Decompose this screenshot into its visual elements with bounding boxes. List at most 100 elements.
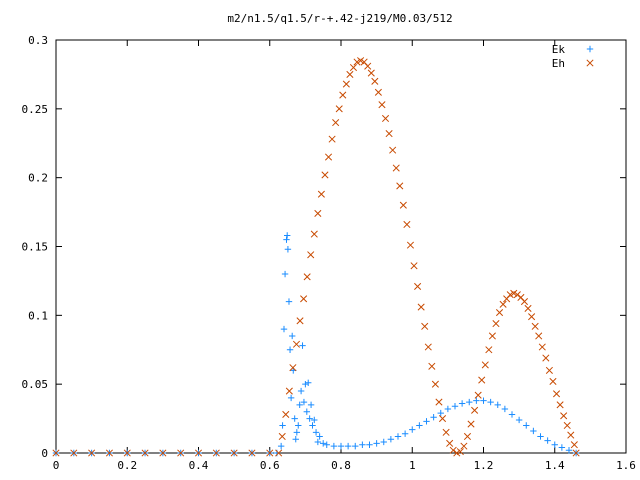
data-point: [352, 442, 359, 450]
data-point: [194, 449, 203, 457]
data-point: [552, 390, 561, 398]
data-point: [421, 322, 429, 330]
data-point: [515, 416, 523, 424]
data-point: [302, 380, 309, 388]
data-point: [335, 105, 343, 113]
data-point: [394, 433, 402, 440]
data-point: [463, 432, 472, 441]
data-point: [417, 303, 425, 311]
data-point: [316, 433, 323, 440]
data-point: [524, 304, 532, 313]
data-point: [565, 447, 573, 454]
data-point: [474, 391, 482, 399]
data-point: [266, 449, 274, 457]
data-point: [399, 201, 407, 209]
legend-marker: [586, 45, 594, 53]
data-point: [423, 418, 430, 425]
data-point: [567, 431, 575, 439]
data-point: [349, 63, 358, 72]
data-point: [284, 246, 292, 253]
data-point: [551, 441, 558, 448]
data-point: [444, 405, 452, 413]
data-point: [70, 449, 78, 457]
data-point: [558, 444, 566, 451]
series-eh: [52, 57, 580, 457]
x-tick-label: 0.6: [260, 459, 280, 472]
data-point: [456, 448, 464, 456]
data-point: [52, 449, 60, 457]
data-point: [303, 408, 310, 415]
data-point: [513, 291, 521, 299]
data-point: [344, 442, 352, 450]
y-tick-label: 0.25: [22, 103, 49, 116]
data-point: [431, 380, 439, 388]
data-point: [428, 362, 436, 370]
data-point: [359, 441, 366, 448]
data-point: [494, 401, 501, 409]
data-point: [560, 412, 568, 420]
data-point: [279, 422, 286, 429]
data-point: [499, 300, 507, 308]
data-point: [537, 433, 544, 440]
data-point: [293, 429, 301, 436]
y-tick-label: 0: [41, 447, 48, 460]
data-point: [305, 379, 312, 386]
data-point: [123, 449, 131, 457]
axes: 0 0.2 0.4 0.6 0.8 1 1.2 1.4 1.6 0 0.05 0.1 0.15 0.2 0.…: [22, 34, 636, 472]
x-tick-label: 1.2: [474, 459, 494, 472]
y-tick-label: 0.1: [28, 309, 48, 322]
data-point: [430, 414, 437, 421]
data-point: [373, 440, 380, 447]
data-point: [324, 153, 333, 161]
data-point: [141, 449, 149, 457]
data-point: [485, 346, 493, 354]
data-point: [314, 438, 322, 446]
data-point: [544, 437, 551, 444]
data-point: [346, 70, 354, 78]
data-point: [392, 164, 400, 172]
data-point: [520, 298, 529, 306]
data-point: [572, 449, 580, 457]
data-point: [281, 270, 289, 278]
data-point: [306, 415, 313, 422]
data-point: [389, 146, 397, 154]
data-point: [292, 340, 301, 348]
data-point: [488, 332, 496, 340]
data-point: [374, 88, 382, 96]
data-point: [364, 62, 372, 70]
data-point: [467, 420, 475, 428]
data-point: [367, 69, 375, 77]
data-point: [312, 429, 320, 436]
data-point: [212, 449, 220, 457]
x-tick-label: 1.4: [545, 459, 565, 472]
data-point: [332, 119, 340, 127]
data-point: [424, 343, 432, 351]
data-point: [280, 325, 288, 333]
data-point: [531, 322, 539, 330]
data-point: [177, 449, 185, 457]
data-point: [556, 401, 564, 409]
data-point: [458, 400, 466, 407]
data-point: [535, 332, 543, 340]
data-point: [284, 232, 291, 239]
data-point: [278, 432, 286, 441]
data-point: [277, 442, 285, 450]
data-point: [478, 376, 486, 384]
x-tick-label: 0: [53, 459, 60, 472]
data-point: [287, 394, 295, 402]
x-tick-label: 0.4: [189, 459, 209, 472]
data-point: [275, 449, 283, 457]
data-point: [296, 401, 303, 409]
data-point: [409, 426, 416, 433]
data-point: [471, 406, 479, 414]
data-point: [289, 364, 297, 372]
data-point: [323, 441, 330, 448]
data-point: [480, 397, 487, 404]
data-point: [528, 313, 536, 321]
data-point: [339, 91, 347, 99]
data-point: [538, 343, 546, 351]
data-point: [406, 241, 415, 249]
data-point: [487, 398, 494, 406]
